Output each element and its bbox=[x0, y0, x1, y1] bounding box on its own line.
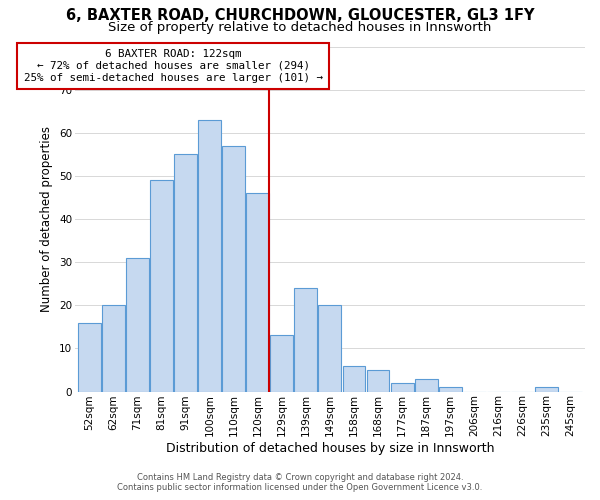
Bar bbox=[78, 322, 101, 392]
Text: 6, BAXTER ROAD, CHURCHDOWN, GLOUCESTER, GL3 1FY: 6, BAXTER ROAD, CHURCHDOWN, GLOUCESTER, … bbox=[66, 8, 534, 22]
Bar bbox=[222, 146, 245, 392]
Text: 6 BAXTER ROAD: 122sqm
← 72% of detached houses are smaller (294)
25% of semi-det: 6 BAXTER ROAD: 122sqm ← 72% of detached … bbox=[24, 50, 323, 82]
Text: Contains HM Land Registry data © Crown copyright and database right 2024.
Contai: Contains HM Land Registry data © Crown c… bbox=[118, 473, 482, 492]
Bar bbox=[295, 288, 317, 392]
Bar bbox=[174, 154, 197, 392]
Bar bbox=[247, 193, 269, 392]
Bar bbox=[319, 306, 341, 392]
Bar bbox=[439, 387, 461, 392]
Bar bbox=[367, 370, 389, 392]
Y-axis label: Number of detached properties: Number of detached properties bbox=[40, 126, 53, 312]
X-axis label: Distribution of detached houses by size in Innsworth: Distribution of detached houses by size … bbox=[166, 442, 494, 455]
Bar bbox=[271, 336, 293, 392]
Text: Size of property relative to detached houses in Innsworth: Size of property relative to detached ho… bbox=[109, 21, 491, 34]
Bar bbox=[150, 180, 173, 392]
Bar bbox=[126, 258, 149, 392]
Bar bbox=[415, 378, 437, 392]
Bar bbox=[102, 306, 125, 392]
Bar bbox=[198, 120, 221, 392]
Bar bbox=[391, 383, 413, 392]
Bar bbox=[343, 366, 365, 392]
Bar bbox=[535, 387, 558, 392]
